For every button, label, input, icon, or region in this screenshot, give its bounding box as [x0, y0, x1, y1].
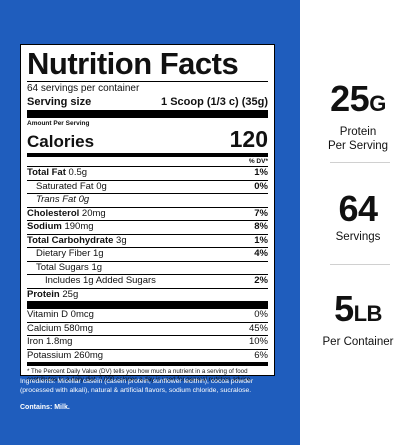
ingredients-text: Ingredients: Micellar casein (casein pro…: [20, 378, 254, 394]
nutrition-facts-label: Nutrition Facts 64 servings per containe…: [20, 44, 275, 383]
vitamin-row: Iron 1.8mg 10%: [27, 335, 268, 347]
stat-protein-unit: G: [369, 91, 386, 116]
nutrient-row: Dietary Fiber 1g 4%: [27, 247, 268, 261]
nutrient-row: Total Fat 0.5g 1%: [27, 166, 268, 178]
amount-per-serving: Amount Per Serving: [27, 120, 90, 127]
vitamin-row: Potassium 260mg 6%: [27, 348, 268, 361]
nutrient-row: Total Sugars 1g: [27, 260, 268, 275]
calories-value: 120: [229, 126, 268, 152]
stat-weight: 5LB Per Container: [300, 290, 416, 349]
stat-divider: [330, 162, 390, 163]
stat-protein-label: Protein: [339, 126, 377, 138]
stat-servings-label: Servings: [335, 231, 381, 243]
dv-header: % DV*: [248, 158, 268, 165]
stat-protein-value: 25: [330, 78, 370, 119]
nutrient-row: Protein 25g: [27, 287, 268, 302]
nutrition-facts-title: Nutrition Facts: [27, 46, 239, 81]
stat-protein: 25G Protein Per Serving: [300, 80, 416, 153]
nutrient-row: Total Carbohydrate 3g 1%: [27, 233, 268, 246]
nutrient-row: Sodium 190mg 8%: [27, 220, 268, 232]
stat-weight-unit: LB: [353, 301, 383, 326]
stat-weight-label: Per Container: [322, 336, 394, 348]
vitamin-row: Vitamin D 0mcg 0%: [27, 309, 268, 320]
serving-size-row: Serving size 1 Scoop (1/3 c) (35g): [27, 95, 268, 110]
nutrient-row: Cholesterol 20mg 7%: [27, 206, 268, 219]
nutrient-row: Includes 1g Added Sugars 2%: [27, 274, 268, 288]
serving-size-label: Serving size: [27, 96, 92, 108]
nutrient-row: Trans Fat 0g: [27, 193, 268, 207]
stat-protein-label-2: Per Serving: [327, 140, 389, 152]
vitamin-row: Calcium 580mg 45%: [27, 321, 268, 334]
stat-divider: [330, 264, 390, 265]
calories-label: Calories: [27, 132, 95, 151]
servings-per-container: 64 servings per container: [27, 83, 140, 94]
stat-weight-value: 5: [334, 288, 354, 329]
calories-row: Calories 120: [27, 128, 268, 153]
allergen-contains: Contains: Milk.: [20, 404, 70, 411]
serving-size-value: 1 Scoop (1/3 c) (35g): [161, 96, 268, 108]
dv-footnote: * The Percent Daily Value (DV) tells you…: [27, 368, 252, 383]
stat-servings-value: 64: [338, 188, 378, 229]
nutrient-row: Saturated Fat 0g 0%: [27, 179, 268, 194]
stat-servings: 64 Servings: [300, 190, 416, 244]
